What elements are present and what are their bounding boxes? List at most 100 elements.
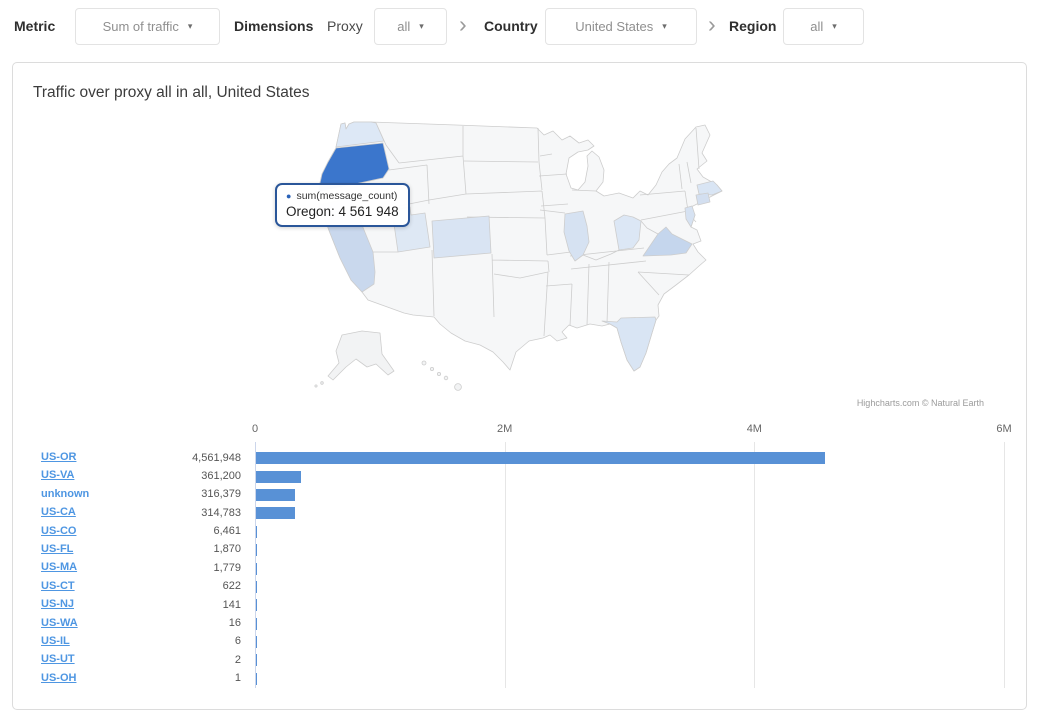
filter-bar: Metric Sum of traffic ▾ Dimensions Proxy… (0, 0, 1039, 58)
bar-row: US-OH 1 (13, 670, 1026, 688)
region-value: 622 (222, 580, 241, 593)
map-state-ohio[interactable] (613, 214, 642, 251)
region-link[interactable]: US-CT (41, 579, 75, 592)
region-value: 1,779 (213, 561, 241, 574)
region-link[interactable]: US-CO (41, 524, 77, 537)
map-state-virginia[interactable] (642, 226, 693, 257)
x-axis-tick: 0 (251, 423, 259, 435)
region-link[interactable]: US-OH (41, 671, 77, 684)
map-state-illinois[interactable] (563, 210, 590, 262)
region-value: 4,561,948 (192, 451, 241, 464)
proxy-select[interactable]: all ▾ (374, 8, 447, 45)
map-state-alaska[interactable] (327, 330, 395, 381)
proxy-label: Proxy (327, 18, 363, 34)
region-value: 361,200 (201, 469, 241, 482)
region-link[interactable]: US-VA (41, 469, 75, 482)
bar[interactable] (256, 654, 257, 667)
map-state-massachusetts[interactable] (696, 180, 723, 196)
region-value: 16 (228, 617, 241, 630)
region-link[interactable]: US-OR (41, 451, 77, 463)
bar[interactable] (256, 544, 257, 557)
map-state-hawaii[interactable] (443, 375, 449, 381)
region-select[interactable]: all ▾ (783, 8, 864, 45)
bar-row: US-UT 2 (13, 651, 1026, 669)
caret-down-icon: ▾ (419, 21, 424, 31)
metric-select[interactable]: Sum of traffic ▾ (75, 8, 220, 45)
country-label: Country (484, 18, 538, 34)
caret-down-icon: ▾ (832, 21, 837, 31)
chart-panel: Traffic over proxy all in all, United St… (12, 62, 1027, 710)
bar-row: unknown 316,379 (13, 486, 1026, 504)
us-map-base[interactable] (317, 121, 723, 372)
map-state-new-jersey[interactable] (684, 205, 696, 228)
map-attribution: Highcharts.com © Natural Earth (856, 398, 984, 408)
bar[interactable] (256, 636, 257, 649)
bar[interactable] (256, 617, 257, 630)
x-axis-tick: 4M (746, 423, 762, 435)
region-value: 6,461 (213, 525, 241, 538)
map-state-hawaii[interactable] (430, 366, 435, 371)
bar[interactable] (256, 452, 826, 465)
region-value: 1,870 (213, 543, 241, 556)
country-select[interactable]: United States ▾ (545, 8, 697, 45)
state-borders (373, 122, 700, 337)
bar-row: US-WA 16 (13, 615, 1026, 633)
bar-row: US-CA 314,783 (13, 504, 1026, 522)
bar-rows: US-OR 4,561,948 US-VA 361,200 unknown 316,379… (13, 449, 1026, 688)
series-marker-icon: ● (286, 190, 292, 201)
metric-label: Metric (14, 18, 56, 34)
bar-row: US-MA 1,779 (13, 559, 1026, 577)
region-link[interactable]: US-UT (41, 653, 75, 666)
region-value: 6 (234, 635, 241, 648)
x-axis-tick: 2M (497, 423, 513, 435)
region-value: 2 (234, 653, 241, 666)
region-link[interactable]: US-NJ (41, 598, 75, 611)
region-link[interactable]: US-IL (41, 634, 70, 647)
dimensions-label: Dimensions (234, 18, 314, 34)
bar-row: US-CO 6,461 (13, 523, 1026, 541)
region-link[interactable]: US-MA (41, 561, 78, 574)
region-label: Region (729, 18, 777, 34)
gridline (1004, 442, 1005, 688)
region-value: 314,783 (201, 506, 241, 519)
caret-down-icon: ▾ (187, 21, 193, 31)
y-axis-line (255, 442, 256, 688)
region-link[interactable]: US-FL (41, 542, 74, 555)
region-link[interactable]: US-CA (41, 506, 76, 519)
gridline (504, 442, 506, 688)
map-state-florida[interactable] (601, 316, 657, 372)
metric-select-value: Sum of traffic (102, 19, 179, 34)
bar[interactable] (256, 488, 296, 501)
bar[interactable] (256, 672, 257, 685)
region-link[interactable]: US-WA (41, 616, 78, 629)
map-state-connecticut[interactable] (695, 192, 711, 206)
us-map[interactable] (306, 113, 766, 405)
chevron-right-icon: › (459, 11, 467, 37)
x-axis-tick: 6M (996, 423, 1012, 435)
bar-row: US-IL 6 (13, 633, 1026, 651)
bar-row: US-NJ 141 (13, 596, 1026, 614)
country-select-value: United States (575, 19, 654, 34)
bar[interactable] (256, 580, 257, 593)
region-value: 1 (234, 672, 241, 685)
bar[interactable] (256, 507, 296, 520)
bar[interactable] (256, 599, 257, 612)
bar[interactable] (256, 562, 257, 575)
caret-down-icon: ▾ (662, 21, 667, 31)
region-value: 141 (222, 598, 241, 611)
bar-row: US-OR 4,561,948 (13, 449, 1026, 467)
map-state-hawaii[interactable] (454, 383, 462, 391)
region-select-value: all (810, 19, 824, 34)
bar-row: US-VA 361,200 (13, 467, 1026, 485)
tooltip-point-label: Oregon: 4 561 948 (286, 204, 399, 219)
chevron-right-icon: › (708, 11, 716, 37)
region-link[interactable]: unknown (41, 487, 90, 500)
bar[interactable] (256, 470, 302, 483)
bar[interactable] (256, 525, 257, 538)
map-state-washington[interactable] (335, 121, 385, 148)
map-island (314, 384, 318, 388)
region-value: 316,379 (201, 488, 241, 501)
map-state-colorado[interactable] (431, 215, 492, 259)
map-state-hawaii[interactable] (421, 360, 427, 366)
map-state-hawaii[interactable] (436, 371, 441, 376)
